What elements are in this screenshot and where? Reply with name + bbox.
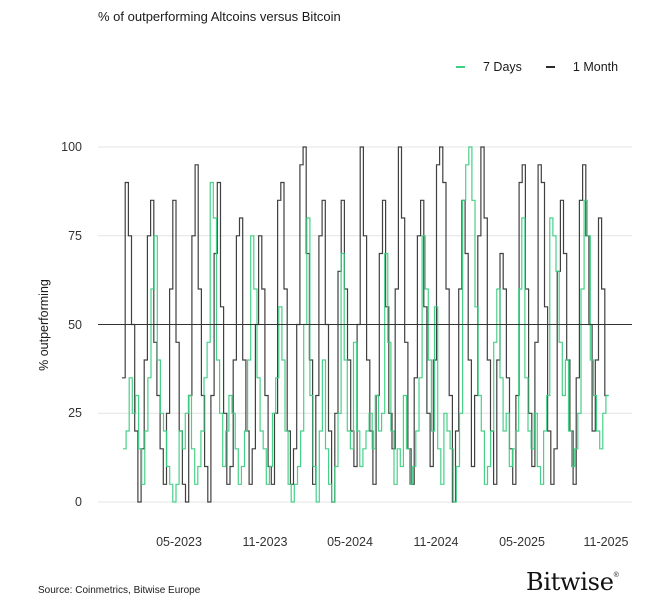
legend-label-1-month: 1 Month: [572, 60, 619, 74]
y-tick-0: 0: [75, 495, 82, 509]
source-note: Source: Coinmetrics, Bitwise Europe: [38, 585, 201, 596]
y-tick-75: 75: [68, 229, 82, 243]
x-tick-11-2025: 11-2025: [583, 535, 629, 549]
x-tick-11-2023: 11-2023: [242, 535, 288, 549]
y-tick-50: 50: [68, 318, 82, 332]
series-7-days: [123, 146, 609, 503]
legend-swatch-7-days-icon: [456, 66, 465, 68]
legend-label-7-days: 7 Days: [483, 60, 522, 74]
legend: 7 Days 1 Month: [456, 60, 642, 74]
bitwise-logo: Bitwise®: [526, 568, 619, 596]
legend-swatch-1-month-icon: [545, 66, 555, 68]
x-tick-05-2025: 05-2025: [499, 535, 545, 549]
x-tick-05-2023: 05-2023: [156, 535, 202, 549]
registered-mark: ®: [613, 572, 619, 579]
x-tick-05-2024: 05-2024: [327, 535, 373, 549]
legend-item-7-days: 7 Days: [456, 60, 522, 74]
x-tick-11-2024: 11-2024: [413, 535, 459, 549]
logo-text: Bitwise: [526, 568, 614, 596]
chart-title: % of outperforming Altcoins versus Bitco…: [98, 9, 341, 24]
y-tick-25: 25: [68, 406, 82, 420]
legend-item-1-month: 1 Month: [545, 60, 619, 74]
y-tick-100: 100: [61, 140, 82, 154]
